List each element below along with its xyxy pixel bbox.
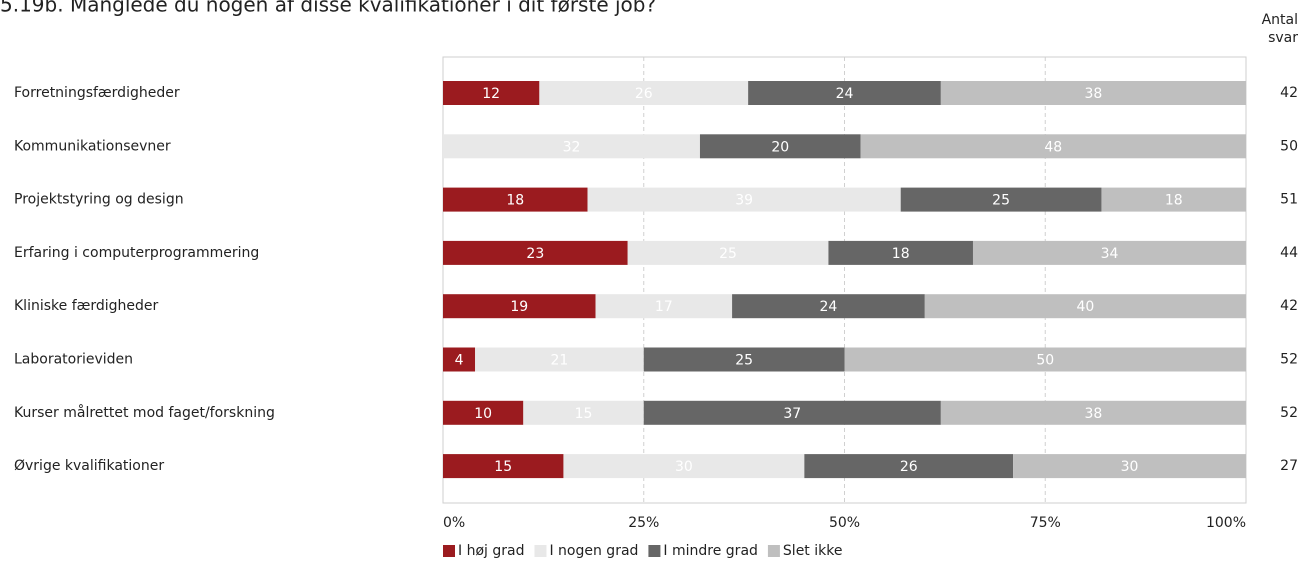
x-tick-label: 75% xyxy=(1030,515,1061,531)
category-label: Kommunikationsevner xyxy=(14,138,171,154)
bar-segment xyxy=(643,400,941,425)
data-label: 25 xyxy=(735,353,753,369)
total-label: 42 xyxy=(1280,298,1298,314)
bar-segment xyxy=(900,187,1102,212)
bar-segment xyxy=(443,81,540,105)
bar-segment xyxy=(844,347,1246,372)
data-label: 18 xyxy=(1165,193,1183,209)
data-label: 19 xyxy=(510,299,528,315)
data-label: 23 xyxy=(526,246,544,262)
bar-segment xyxy=(804,454,1014,479)
data-label: 32 xyxy=(563,139,581,155)
data-label: 18 xyxy=(892,246,910,262)
data-label: 30 xyxy=(675,459,693,475)
data-label: 21 xyxy=(551,353,569,369)
bar-segment xyxy=(539,81,749,105)
legend-label: Slet ikke xyxy=(783,543,843,559)
bar-segment xyxy=(699,134,861,159)
x-tick-label: 100% xyxy=(1206,515,1246,531)
bar-segment xyxy=(443,454,564,479)
data-label: 38 xyxy=(1085,86,1103,102)
data-label: 17 xyxy=(655,299,673,315)
bar-segment xyxy=(860,134,1246,159)
totals-header: svar xyxy=(1268,30,1298,46)
data-label: 4 xyxy=(455,353,464,369)
data-label: 20 xyxy=(771,139,789,155)
category-label: Øvrige kvalifikationer xyxy=(14,458,164,474)
category-label: Forretningsfærdigheder xyxy=(14,85,180,101)
legend-swatch xyxy=(648,545,661,557)
category-label: Laboratorieviden xyxy=(14,352,133,368)
bar-segment xyxy=(940,400,1246,425)
data-label: 39 xyxy=(735,193,753,209)
data-label: 15 xyxy=(494,459,512,475)
legend-label: I mindre grad xyxy=(663,543,758,559)
bar-segment xyxy=(595,294,733,319)
data-label: 26 xyxy=(900,459,918,475)
data-label: 15 xyxy=(575,406,593,422)
data-label: 24 xyxy=(820,299,838,315)
bar-segment xyxy=(1101,187,1246,212)
data-label: 40 xyxy=(1076,299,1094,315)
data-label: 25 xyxy=(992,193,1010,209)
totals-header: Antal xyxy=(1262,12,1298,28)
legend-swatch xyxy=(443,545,455,557)
bar-segment xyxy=(587,187,901,212)
data-label: 37 xyxy=(783,406,801,422)
bar-segment xyxy=(972,240,1246,265)
data-label: 25 xyxy=(719,246,737,262)
bar-segment xyxy=(443,187,588,212)
category-label: Erfaring i computerprogrammering xyxy=(14,245,259,261)
data-label: 34 xyxy=(1101,246,1119,262)
legend-label: I høj grad xyxy=(458,543,524,559)
bar-segment xyxy=(748,81,941,105)
legend-swatch xyxy=(534,545,547,557)
bar-segment xyxy=(443,240,628,265)
total-label: 42 xyxy=(1280,85,1298,101)
chart-title: 5.19b. Manglede du nogen af disse kvalif… xyxy=(0,0,656,17)
category-label: Kliniske færdigheder xyxy=(14,298,159,314)
total-label: 52 xyxy=(1280,405,1298,421)
bar-segment xyxy=(563,454,805,479)
bar-segment xyxy=(643,347,845,372)
x-tick-label: 0% xyxy=(443,515,465,531)
data-label: 24 xyxy=(836,86,854,102)
total-label: 51 xyxy=(1280,192,1298,208)
x-tick-label: 25% xyxy=(628,515,659,531)
bar-segment xyxy=(443,294,596,319)
bar-segment xyxy=(1013,454,1246,479)
legend-swatch xyxy=(767,545,780,557)
bar-segment xyxy=(828,240,973,265)
data-label: 18 xyxy=(506,193,524,209)
total-label: 50 xyxy=(1280,138,1298,154)
data-label: 12 xyxy=(482,86,500,102)
bar-segment xyxy=(523,400,644,425)
data-label: 38 xyxy=(1085,406,1103,422)
bar-segment xyxy=(443,347,476,372)
category-label: Kurser målrettet mod faget/forskning xyxy=(14,404,275,421)
data-label: 26 xyxy=(635,86,653,102)
bar-segment xyxy=(475,347,644,372)
total-label: 27 xyxy=(1280,458,1298,474)
bar-segment xyxy=(732,294,925,319)
total-label: 44 xyxy=(1280,245,1298,261)
legend-label: I nogen grad xyxy=(549,543,638,559)
x-tick-label: 50% xyxy=(829,515,860,531)
bar-segment xyxy=(443,400,524,425)
data-label: 30 xyxy=(1121,459,1139,475)
bar-segment xyxy=(940,81,1246,105)
data-label: 10 xyxy=(474,406,492,422)
bar-segment xyxy=(924,294,1246,319)
bar-segment xyxy=(627,240,829,265)
data-label: 48 xyxy=(1044,139,1062,155)
total-label: 52 xyxy=(1280,352,1298,368)
bar-segment xyxy=(443,134,700,159)
data-label: 50 xyxy=(1036,353,1054,369)
category-label: Projektstyring og design xyxy=(14,192,184,208)
